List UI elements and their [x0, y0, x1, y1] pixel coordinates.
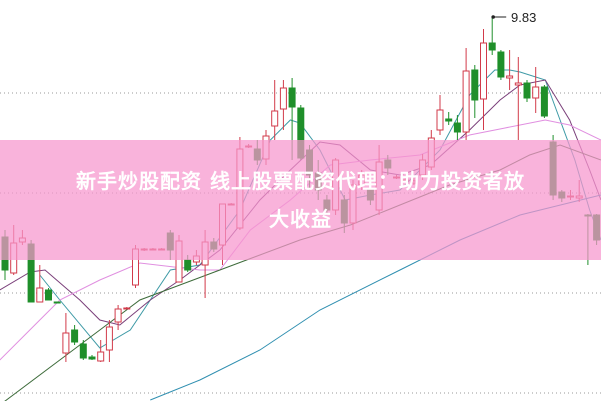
candle — [445, 112, 453, 125]
candle-body — [71, 329, 79, 343]
candle — [436, 95, 444, 135]
max-price-label: 9.83 — [511, 10, 537, 25]
candle — [471, 65, 479, 118]
candle — [71, 325, 79, 345]
candle-body — [462, 70, 470, 133]
candle-body — [445, 118, 453, 122]
candle-body — [45, 289, 52, 301]
candle-body — [53, 301, 61, 304]
candle-body — [506, 75, 514, 79]
candle — [523, 80, 531, 102]
candle-body — [279, 87, 287, 110]
candle-body — [79, 343, 87, 359]
candle-body — [453, 122, 461, 133]
candle — [105, 320, 113, 362]
candle-body — [62, 332, 70, 354]
candle-body — [480, 42, 487, 100]
candle — [123, 307, 131, 310]
candle — [497, 50, 505, 80]
candle — [79, 340, 87, 360]
candle — [453, 115, 461, 140]
candle-body — [514, 82, 522, 86]
candle — [114, 305, 122, 330]
candle — [88, 355, 96, 360]
candle — [514, 57, 522, 140]
candle — [97, 340, 105, 362]
candle — [279, 80, 287, 130]
candle — [53, 301, 61, 304]
candle-body — [271, 110, 279, 127]
candle — [36, 265, 44, 303]
candle-body — [540, 86, 548, 117]
candle — [45, 288, 52, 301]
candle — [540, 85, 548, 118]
candle-body — [523, 82, 531, 99]
candle-body — [436, 109, 444, 131]
candle — [480, 29, 487, 130]
candle-body — [123, 307, 131, 310]
candle-body — [88, 356, 96, 360]
candle — [532, 67, 540, 113]
candle-body — [184, 259, 192, 271]
candle — [62, 313, 70, 362]
candle-body — [471, 69, 479, 101]
candle-body — [532, 86, 540, 99]
banner-title-line2: 大收益 — [269, 207, 332, 231]
candle-body — [288, 87, 296, 108]
candle-body — [97, 351, 105, 362]
candle-body — [497, 51, 505, 78]
candle-body — [114, 308, 122, 323]
max-price-dot — [491, 15, 496, 19]
candle-body — [36, 287, 44, 303]
candle — [271, 80, 279, 140]
banner-title-line1: 新手炒股配资 线上股票配资代理：助力投资者放 — [76, 169, 525, 193]
candle — [488, 17, 496, 55]
candle-body — [488, 42, 496, 51]
candle — [506, 50, 514, 90]
candle-body — [105, 326, 113, 351]
candle — [462, 48, 470, 140]
title-banner: 新手炒股配资 线上股票配资代理：助力投资者放 大收益 — [0, 140, 601, 260]
